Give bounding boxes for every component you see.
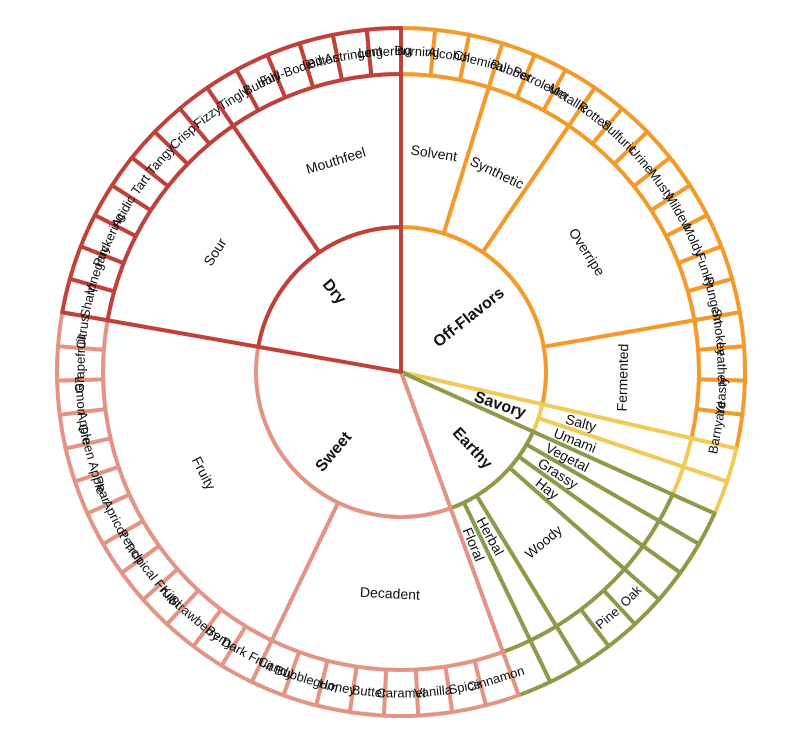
leaf-lingering xyxy=(364,26,403,78)
leaf-label-alcohol: Alcohol xyxy=(427,44,472,65)
wheel-segments xyxy=(55,26,747,718)
leaf-label-honey: Honey xyxy=(317,676,357,698)
leaf-label-butter: Butter xyxy=(351,682,388,700)
leaf-label-grapefruit: Grapefruit xyxy=(72,335,88,394)
leaf-label-lingering: Lingering xyxy=(358,43,412,61)
leaf-label-smokey: Smokey xyxy=(709,308,730,357)
leaf-label-vanilla: Vanilla xyxy=(413,682,453,701)
leaf-label-spice: Spice xyxy=(447,676,482,697)
leaf-label-lemon: Lemon xyxy=(72,376,90,417)
leaf-label-apple: Apple xyxy=(75,410,96,445)
leaf-label-caramel: Caramel xyxy=(376,686,425,701)
leaf-label-yeasty: Yeasty xyxy=(712,376,730,416)
subcategory-label-fermented: Fermented xyxy=(614,343,632,411)
leaf-label-bitter: Bitter xyxy=(305,50,339,72)
leaf-label-burning: Burning xyxy=(394,43,440,60)
subcategory-label-decadent: Decadent xyxy=(360,584,421,603)
leaf-label-citrus: Citrus xyxy=(73,314,92,350)
leaf-label-leather: Leather xyxy=(714,342,730,387)
subcategory-label-solvent: Solvent xyxy=(410,142,459,165)
